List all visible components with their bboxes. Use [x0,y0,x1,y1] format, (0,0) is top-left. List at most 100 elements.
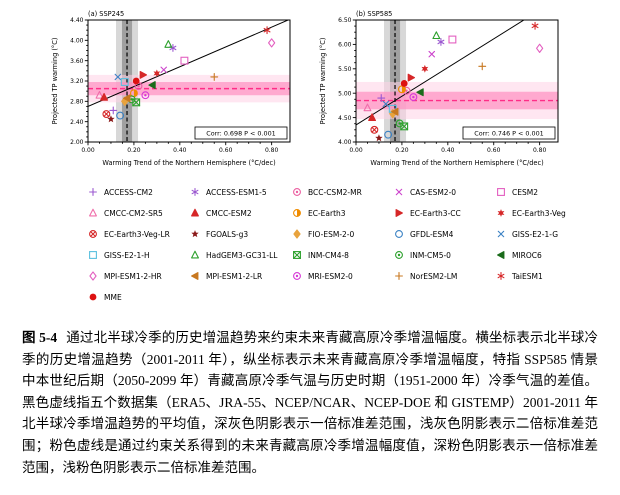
legend-item-INM-CM4-8: INM-CM4-8 [290,249,392,261]
legend-item-EC-Earth3-Veg-LR: EC-Earth3-Veg-LR [86,228,188,240]
legend-marker-icon [395,251,403,259]
legend-label: CMCC-ESM2 [206,208,252,218]
svg-text:5.50: 5.50 [338,66,352,73]
legend-marker-icon [395,230,403,238]
legend-label: CMCC-CM2-SR5 [104,208,163,218]
legend-label: MME [104,292,122,302]
legend-label: FIO-ESM-2-0 [308,229,355,239]
legend-label: ACCESS-ESM1-5 [206,187,267,197]
legend-item-CMCC-CM2-SR5: CMCC-CM2-SR5 [86,207,188,219]
legend-label: GISS-E2-1-G [512,229,559,239]
svg-text:2.00: 2.00 [70,139,84,146]
legend-marker-icon [89,293,97,301]
model-legend: ACCESS-CM2 ACCESS-ESM1-5 BCC-CSM2-MR CAS-ES… [86,186,620,303]
svg-text:0.60: 0.60 [487,147,501,154]
legend-item-INM-CM5-0: INM-CM5-0 [392,249,494,261]
legend-item-MPI-ESM1-2-HR: MPI-ESM1-2-HR [86,270,188,282]
legend-item-FIO-ESM-2-0: FIO-ESM-2-0 [290,228,392,240]
svg-text:(b) SSP585: (b) SSP585 [356,10,392,18]
legend-label: MPI-ESM1-2-HR [104,271,162,281]
svg-text:3.60: 3.60 [70,58,84,65]
legend-marker-icon [497,209,505,217]
svg-text:3.20: 3.20 [70,78,84,85]
legend-marker-icon [191,230,199,238]
legend-item-ACCESS-ESM1-5: ACCESS-ESM1-5 [188,186,290,198]
svg-text:0.00: 0.00 [81,147,95,154]
svg-text:Projected TP warming (°C): Projected TP warming (°C) [319,38,327,125]
legend-item-GFDL-ESM4: GFDL-ESM4 [392,228,494,240]
svg-text:0.40: 0.40 [173,147,187,154]
legend-label: ACCESS-CM2 [104,187,153,197]
figure-caption-label: 图 5-4 [22,330,58,345]
svg-text:4.50: 4.50 [338,115,352,122]
legend-label: CAS-ESM2-0 [410,187,457,197]
figure-caption-text: 通过北半球冷季的历史增温趋势来约束未来青藏高原冷季增温幅度。横坐标表示北半球冷季… [22,330,599,475]
legend-item-TaiESM1: TaiESM1 [494,270,596,282]
svg-text:Corr: 0.746 P < 0.001: Corr: 0.746 P < 0.001 [474,130,543,138]
legend-label: INM-CM5-0 [410,250,451,260]
svg-text:(a) SSP245: (a) SSP245 [88,10,124,18]
svg-text:4.00: 4.00 [70,38,84,45]
legend-item-GISS-E2-1-H: GISS-E2-1-H [86,249,188,261]
legend-marker-icon [497,251,505,259]
legend-marker-icon [89,188,97,196]
legend-item-GISS-E2-1-G: GISS-E2-1-G [494,228,596,240]
svg-text:0.80: 0.80 [533,147,547,154]
legend-label: EC-Earth3-Veg [512,208,566,218]
legend-marker-icon [497,230,505,238]
legend-marker-icon [293,272,301,280]
svg-text:6.50: 6.50 [338,17,352,24]
svg-text:4.40: 4.40 [70,17,84,24]
legend-label: MRI-ESM2-0 [308,271,353,281]
legend-marker-icon [395,272,403,280]
legend-item-MIROC6: MIROC6 [494,249,596,261]
legend-marker-icon [293,209,301,217]
legend-label: NorESM2-LM [410,271,458,281]
legend-marker-icon [293,229,301,239]
legend-marker-icon [395,209,403,217]
legend-marker-icon [191,272,199,280]
legend-marker-icon [497,272,505,280]
svg-text:2.80: 2.80 [70,99,84,106]
ssp245-scatter-chart: 0.00 0.20 0.40 0.60 0.80 2.00 2.40 2.80 3.20 3.60… [51,10,291,167]
legend-item-HadGEM3-GC31-LL: HadGEM3-GC31-LL [188,249,290,261]
legend-marker-icon [89,271,97,281]
figure-caption: 图 5-4 通过北半球冷季的历史增温趋势来约束未来青藏高原冷季增温幅度。横坐标表示… [22,327,598,478]
legend-marker-icon [89,208,97,217]
svg-text:6.00: 6.00 [338,42,352,49]
svg-text:Warming Trend of the Northern: Warming Trend of the Northern Hemisphere… [102,159,275,167]
legend-item-MRI-ESM2-0: MRI-ESM2-0 [290,270,392,282]
legend-marker-icon [89,251,97,259]
legend-label: TaiESM1 [512,271,543,281]
legend-item-MME: MME [86,291,188,303]
svg-text:0.40: 0.40 [441,147,455,154]
svg-text:Warming Trend of the Northern: Warming Trend of the Northern Hemisphere… [370,159,543,167]
svg-text:5.00: 5.00 [338,90,352,97]
legend-item-FGOALS-g3: FGOALS-g3 [188,228,290,240]
svg-text:0.20: 0.20 [395,147,409,154]
legend-item-CMCC-ESM2: CMCC-ESM2 [188,207,290,219]
legend-item-CAS-ESM2-0: CAS-ESM2-0 [392,186,494,198]
legend-item-BCC-CSM2-MR: BCC-CSM2-MR [290,186,392,198]
legend-item-EC-Earth3-CC: EC-Earth3-CC [392,207,494,219]
legend-label: FGOALS-g3 [206,229,249,239]
svg-text:0.80: 0.80 [265,147,279,154]
legend-item-NorESM2-LM: NorESM2-LM [392,270,494,282]
svg-text:4.00: 4.00 [338,139,352,146]
figure-5-4: 0.00 0.20 0.40 0.60 0.80 2.00 2.40 2.80 3.20 3.60… [22,10,620,478]
legend-item-CESM2: CESM2 [494,186,596,198]
legend-marker-icon [191,208,199,217]
legend-item-EC-Earth3-Veg: EC-Earth3-Veg [494,207,596,219]
legend-label: GISS-E2-1-H [104,250,150,260]
legend-label: MPI-ESM1-2-LR [206,271,263,281]
legend-label: GFDL-ESM4 [410,229,454,239]
legend-item-MPI-ESM1-2-LR: MPI-ESM1-2-LR [188,270,290,282]
legend-label: INM-CM4-8 [308,250,349,260]
legend-marker-icon [293,251,301,259]
svg-text:2.40: 2.40 [70,119,84,126]
svg-text:0.00: 0.00 [349,147,363,154]
svg-text:0.20: 0.20 [127,147,141,154]
ssp585-scatter-chart: 0.00 0.20 0.40 0.60 0.80 4.00 4.50 5.00 5.50 6.00… [319,10,559,167]
legend-item-ACCESS-CM2: ACCESS-CM2 [86,186,188,198]
svg-text:Projected TP warming (°C): Projected TP warming (°C) [51,38,59,125]
